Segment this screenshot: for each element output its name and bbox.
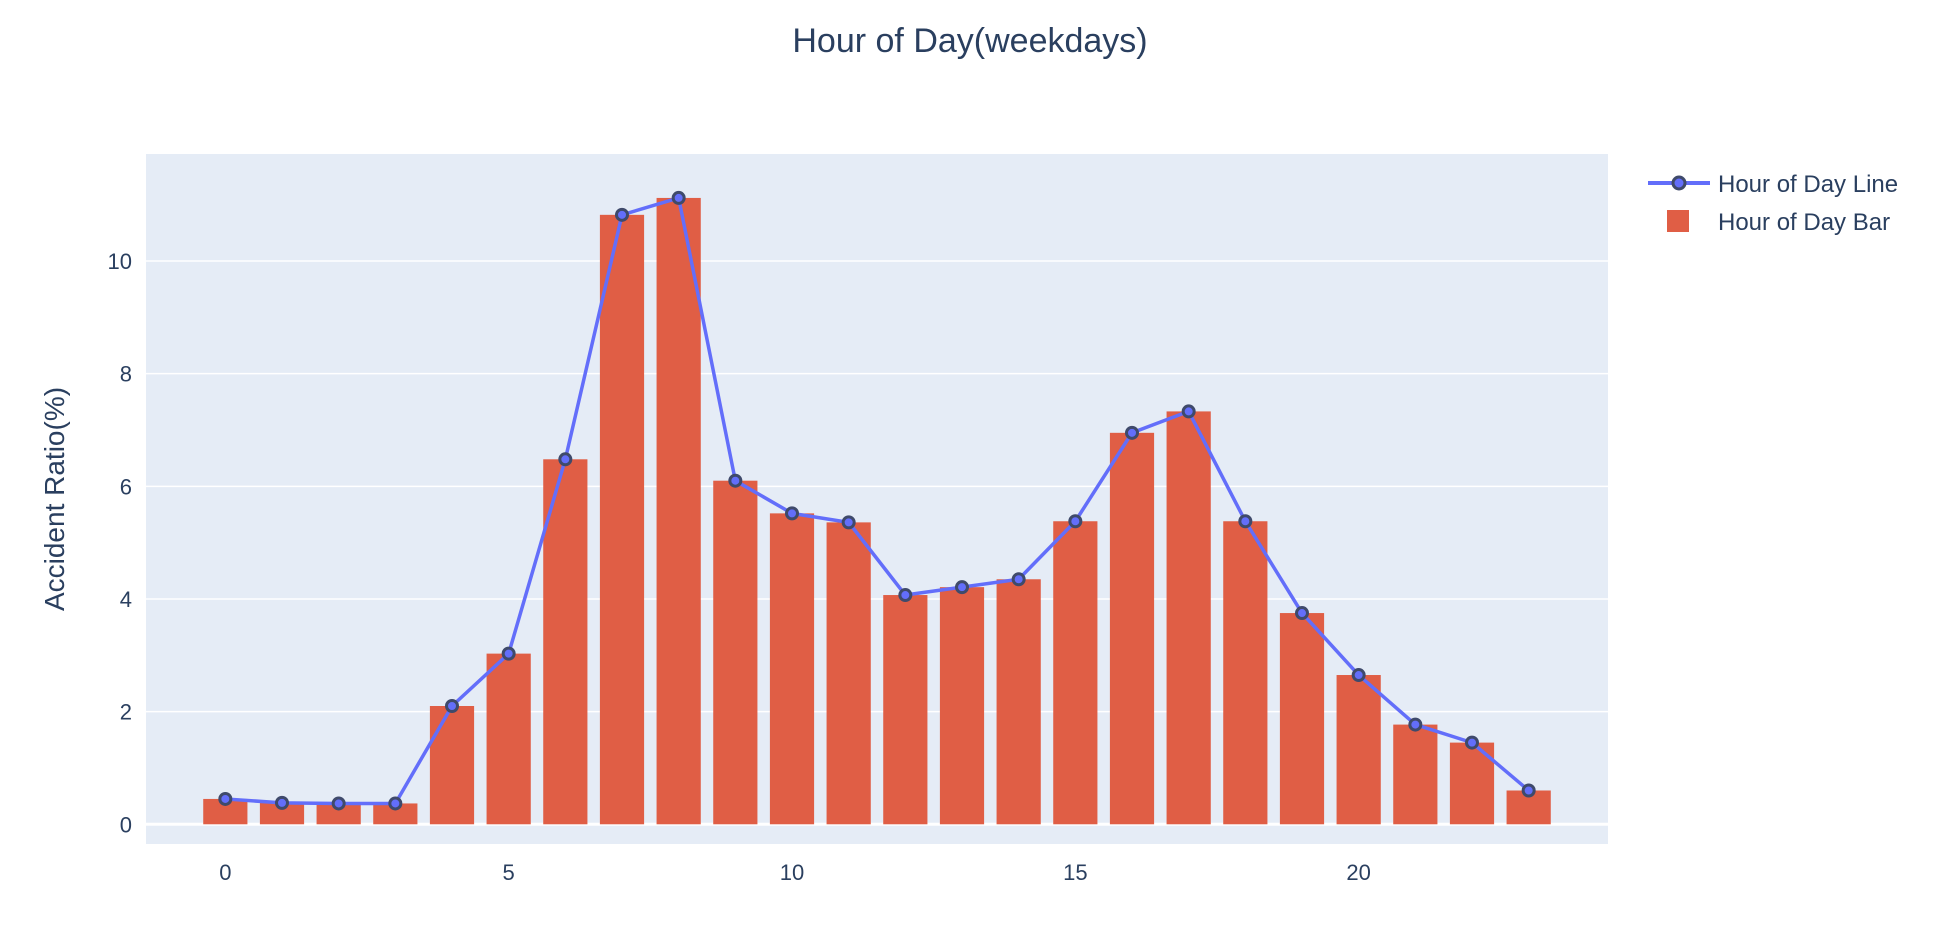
bar — [996, 579, 1041, 825]
bar — [429, 706, 475, 825]
y-axis-title: Accident Ratio(%) — [39, 387, 70, 611]
legend-bar-label: Hour of Day Bar — [1718, 209, 1890, 236]
y-axis-ticks: 0 2 4 6 8 10 — [108, 249, 132, 837]
line-point — [615, 207, 629, 222]
x-tick-label: 0 — [219, 860, 231, 885]
line-point — [1238, 514, 1253, 529]
line-point — [785, 506, 799, 521]
bar — [599, 214, 645, 825]
chart-title: Hour of Day(weekdays) — [792, 22, 1147, 60]
line-point — [445, 699, 459, 713]
x-tick-label: 10 — [780, 860, 804, 885]
line-point — [1295, 606, 1309, 621]
bar — [316, 803, 361, 825]
line-point — [331, 796, 346, 811]
line-point — [671, 190, 686, 205]
y-tick-label: 8 — [120, 362, 132, 387]
bar — [1053, 521, 1098, 825]
bar — [1109, 432, 1155, 825]
bar — [1166, 411, 1211, 825]
x-tick-label: 20 — [1346, 860, 1370, 885]
line-point — [388, 796, 403, 811]
series-line — [225, 196, 1530, 806]
line-point — [1068, 514, 1083, 529]
line-point — [1011, 572, 1026, 587]
x-tick-label: 5 — [503, 860, 515, 885]
legend-line-label: Hour of Day Line — [1718, 171, 1898, 198]
line-point — [1521, 783, 1536, 798]
legend-bar-swatch — [1667, 210, 1689, 232]
line-point — [898, 588, 913, 603]
bar — [373, 803, 418, 825]
bar — [1279, 613, 1325, 825]
legend: Hour of Day Line Hour of Day Bar — [1648, 171, 1898, 236]
line-point — [1465, 735, 1479, 750]
bar-series — [203, 197, 1551, 825]
line-point — [1351, 668, 1366, 683]
bar — [1393, 724, 1438, 825]
line-point — [841, 515, 856, 530]
bar — [713, 480, 758, 825]
line-point — [955, 580, 969, 595]
y-tick-label: 6 — [120, 474, 132, 499]
bar — [259, 802, 305, 825]
line-point — [1408, 717, 1423, 732]
line-point — [558, 452, 573, 467]
y-tick-label: 10 — [108, 249, 132, 274]
bar — [1336, 675, 1381, 825]
line-point — [275, 795, 289, 810]
legend-item-line[interactable]: Hour of Day Line — [1648, 171, 1898, 198]
bar — [656, 197, 701, 825]
line-point — [501, 646, 516, 661]
bar — [1223, 521, 1268, 825]
y-tick-label: 2 — [120, 700, 132, 725]
line-point — [728, 473, 743, 488]
bar — [769, 513, 815, 825]
legend-item-bar[interactable]: Hour of Day Bar — [1667, 209, 1890, 236]
plot-area — [146, 154, 1608, 844]
bar — [883, 595, 928, 825]
bar — [543, 459, 588, 825]
line-point — [218, 791, 233, 806]
y-tick-label: 4 — [120, 587, 132, 612]
line-series — [218, 190, 1536, 811]
line-point — [1125, 425, 1139, 440]
bar — [939, 587, 985, 825]
x-axis-ticks: 0 5 10 15 20 — [219, 860, 1371, 885]
bar — [826, 522, 871, 825]
legend-line-marker — [1671, 175, 1687, 191]
x-tick-label: 15 — [1063, 860, 1087, 885]
y-tick-label: 0 — [120, 812, 132, 837]
bar — [486, 653, 531, 825]
line-point — [1181, 404, 1196, 419]
